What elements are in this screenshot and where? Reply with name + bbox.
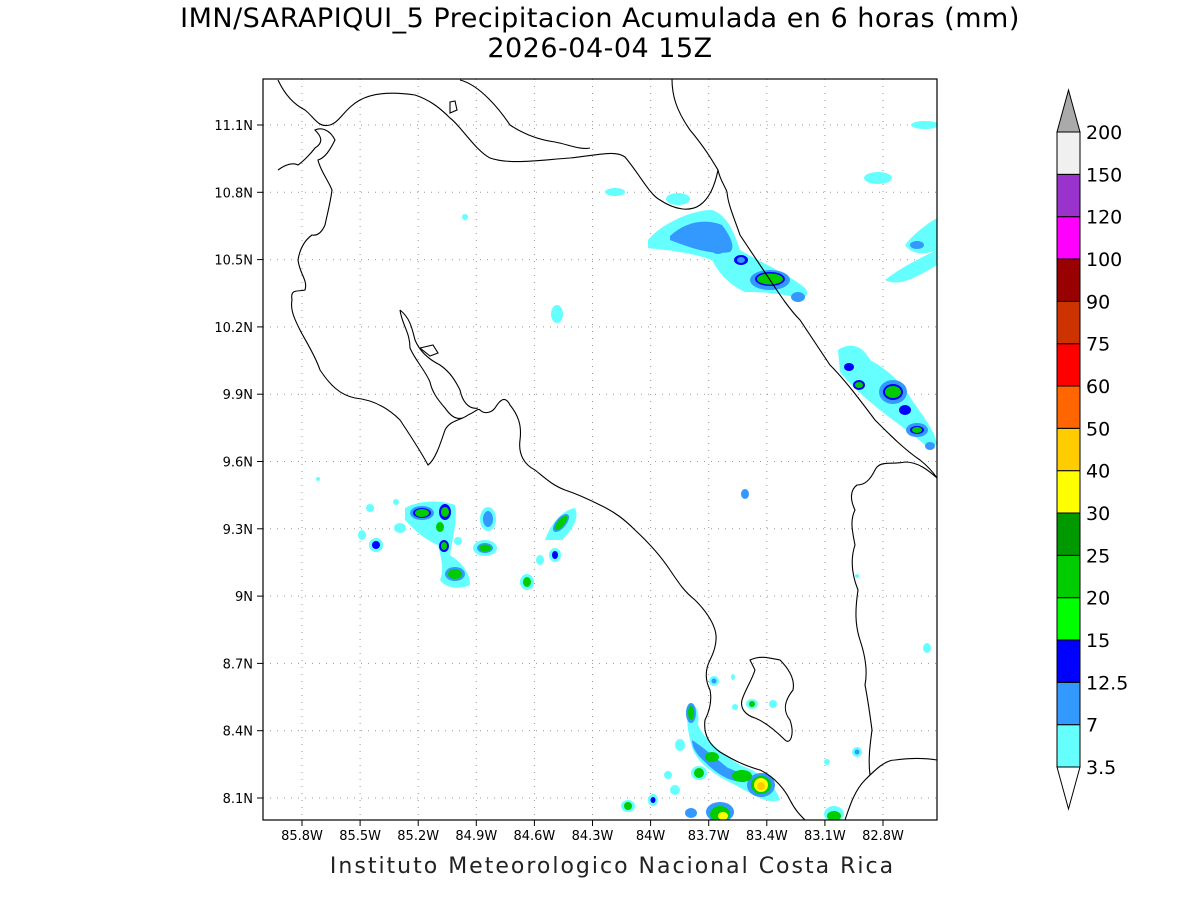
rain-cluster-nicoya xyxy=(316,477,497,588)
golfo-dulce xyxy=(741,656,794,742)
lon-tick-label: 83.1W xyxy=(804,829,846,844)
colorbar-segment xyxy=(1056,470,1081,514)
lat-tick-label: 8.1N xyxy=(223,792,253,807)
lon-tick-label: 85.2W xyxy=(397,829,439,844)
rain-cluster-central xyxy=(520,508,577,590)
pacific-coast-north xyxy=(277,128,806,820)
map-datetime: 2026-04-04 15Z xyxy=(487,33,713,64)
colorbar-label: 60 xyxy=(1086,376,1110,398)
lon-tick-label: 82.8W xyxy=(862,829,904,844)
footer-credit: Instituto Meteorologico Nacional Costa R… xyxy=(329,854,896,879)
colorbar-segment xyxy=(1056,173,1081,218)
lat-tick-label: 10.8N xyxy=(214,186,253,201)
colorbar-segment xyxy=(1056,554,1081,599)
panama-coast xyxy=(844,757,937,820)
colorbar-label: 15 xyxy=(1086,630,1110,652)
colorbar-segment xyxy=(1056,385,1081,429)
colorbar-segment xyxy=(1056,681,1081,726)
colorbar-label: 12.5 xyxy=(1086,672,1128,694)
nicoya-island xyxy=(418,344,439,357)
lon-tick-label: 84W xyxy=(636,829,666,844)
lat-tick-label: 8.4N xyxy=(223,725,253,740)
map-frame xyxy=(262,78,938,821)
colorbar-label: 100 xyxy=(1086,249,1122,271)
colorbar-segment xyxy=(1056,512,1081,556)
colorbar-label: 7 xyxy=(1086,715,1098,737)
colorbar-label: 90 xyxy=(1086,291,1110,313)
coastlines xyxy=(277,79,937,820)
lat-tick-label: 9.9N xyxy=(223,388,253,403)
rain-band-caribbean xyxy=(741,345,937,499)
map-title: IMN/SARAPIQUI_5 Precipitacion Acumulada … xyxy=(180,3,1020,34)
colorbar-label: 120 xyxy=(1086,207,1122,229)
lake-island xyxy=(449,100,458,114)
lon-tick-label: 83.7W xyxy=(688,829,730,844)
colorbar-segment xyxy=(1056,724,1081,768)
lat-tick-label: 10.2N xyxy=(214,321,253,336)
colorbar-label: 25 xyxy=(1086,545,1110,567)
precipitation-field xyxy=(316,121,937,820)
grid-lines xyxy=(263,79,937,820)
lon-tick-label: 85.8W xyxy=(281,829,323,844)
colorbar-label: 20 xyxy=(1086,588,1110,610)
rain-cluster-osa xyxy=(621,574,931,820)
lon-tick-label: 84.3W xyxy=(572,829,614,844)
x-axis: 85.8W 85.5W 85.2W 84.9W 84.6W 84.3W 84W 83.7W 83… xyxy=(281,820,904,844)
colorbar-upper-arrow xyxy=(1056,88,1081,133)
caribbean-coast xyxy=(726,191,937,479)
lat-tick-label: 9.3N xyxy=(223,523,253,538)
bocas-coast xyxy=(850,461,937,776)
lon-tick-label: 85.5W xyxy=(339,829,381,844)
colorbar-segment xyxy=(1056,258,1081,302)
lat-tick-label: 10.5N xyxy=(214,254,253,269)
nicaragua-caribbean-coast xyxy=(671,79,728,193)
colorbar-segment xyxy=(1056,216,1081,260)
colorbar-segment xyxy=(1056,639,1081,683)
colorbar-label: 50 xyxy=(1086,418,1110,440)
lon-tick-label: 84.6W xyxy=(513,829,555,844)
colorbar: 3.5 7 12.5 15 20 25 30 40 50 60 75 90 100 120 150 200 xyxy=(1056,88,1128,811)
colorbar-label: 30 xyxy=(1086,503,1110,525)
colorbar-segment xyxy=(1056,131,1081,175)
rain-band-northeast xyxy=(462,121,937,323)
lat-tick-label: 9N xyxy=(235,590,253,605)
colorbar-segment xyxy=(1056,300,1081,345)
lat-tick-label: 11.1N xyxy=(214,119,253,134)
lat-tick-label: 8.7N xyxy=(223,657,253,672)
nicaragua-border xyxy=(277,79,719,210)
lon-tick-label: 83.4W xyxy=(746,829,788,844)
nicoya-peninsula xyxy=(399,309,464,419)
lat-tick-label: 9.6N xyxy=(223,456,253,471)
colorbar-label: 3.5 xyxy=(1086,757,1116,779)
lake-nicaragua xyxy=(459,79,591,149)
colorbar-lower-arrow xyxy=(1056,766,1081,811)
colorbar-segment xyxy=(1056,427,1081,472)
colorbar-label: 150 xyxy=(1086,164,1122,186)
colorbar-segment xyxy=(1056,343,1081,387)
colorbar-label: 200 xyxy=(1086,122,1122,144)
nicoya-gulf xyxy=(399,309,479,409)
y-axis: 11.1N 10.8N 10.5N 10.2N 9.9N 9.6N 9.3N 9N 8.7N 8.… xyxy=(214,119,263,807)
lon-tick-label: 84.9W xyxy=(455,829,497,844)
colorbar-label: 75 xyxy=(1086,334,1110,356)
colorbar-segment xyxy=(1056,597,1081,641)
colorbar-label: 40 xyxy=(1086,461,1110,483)
